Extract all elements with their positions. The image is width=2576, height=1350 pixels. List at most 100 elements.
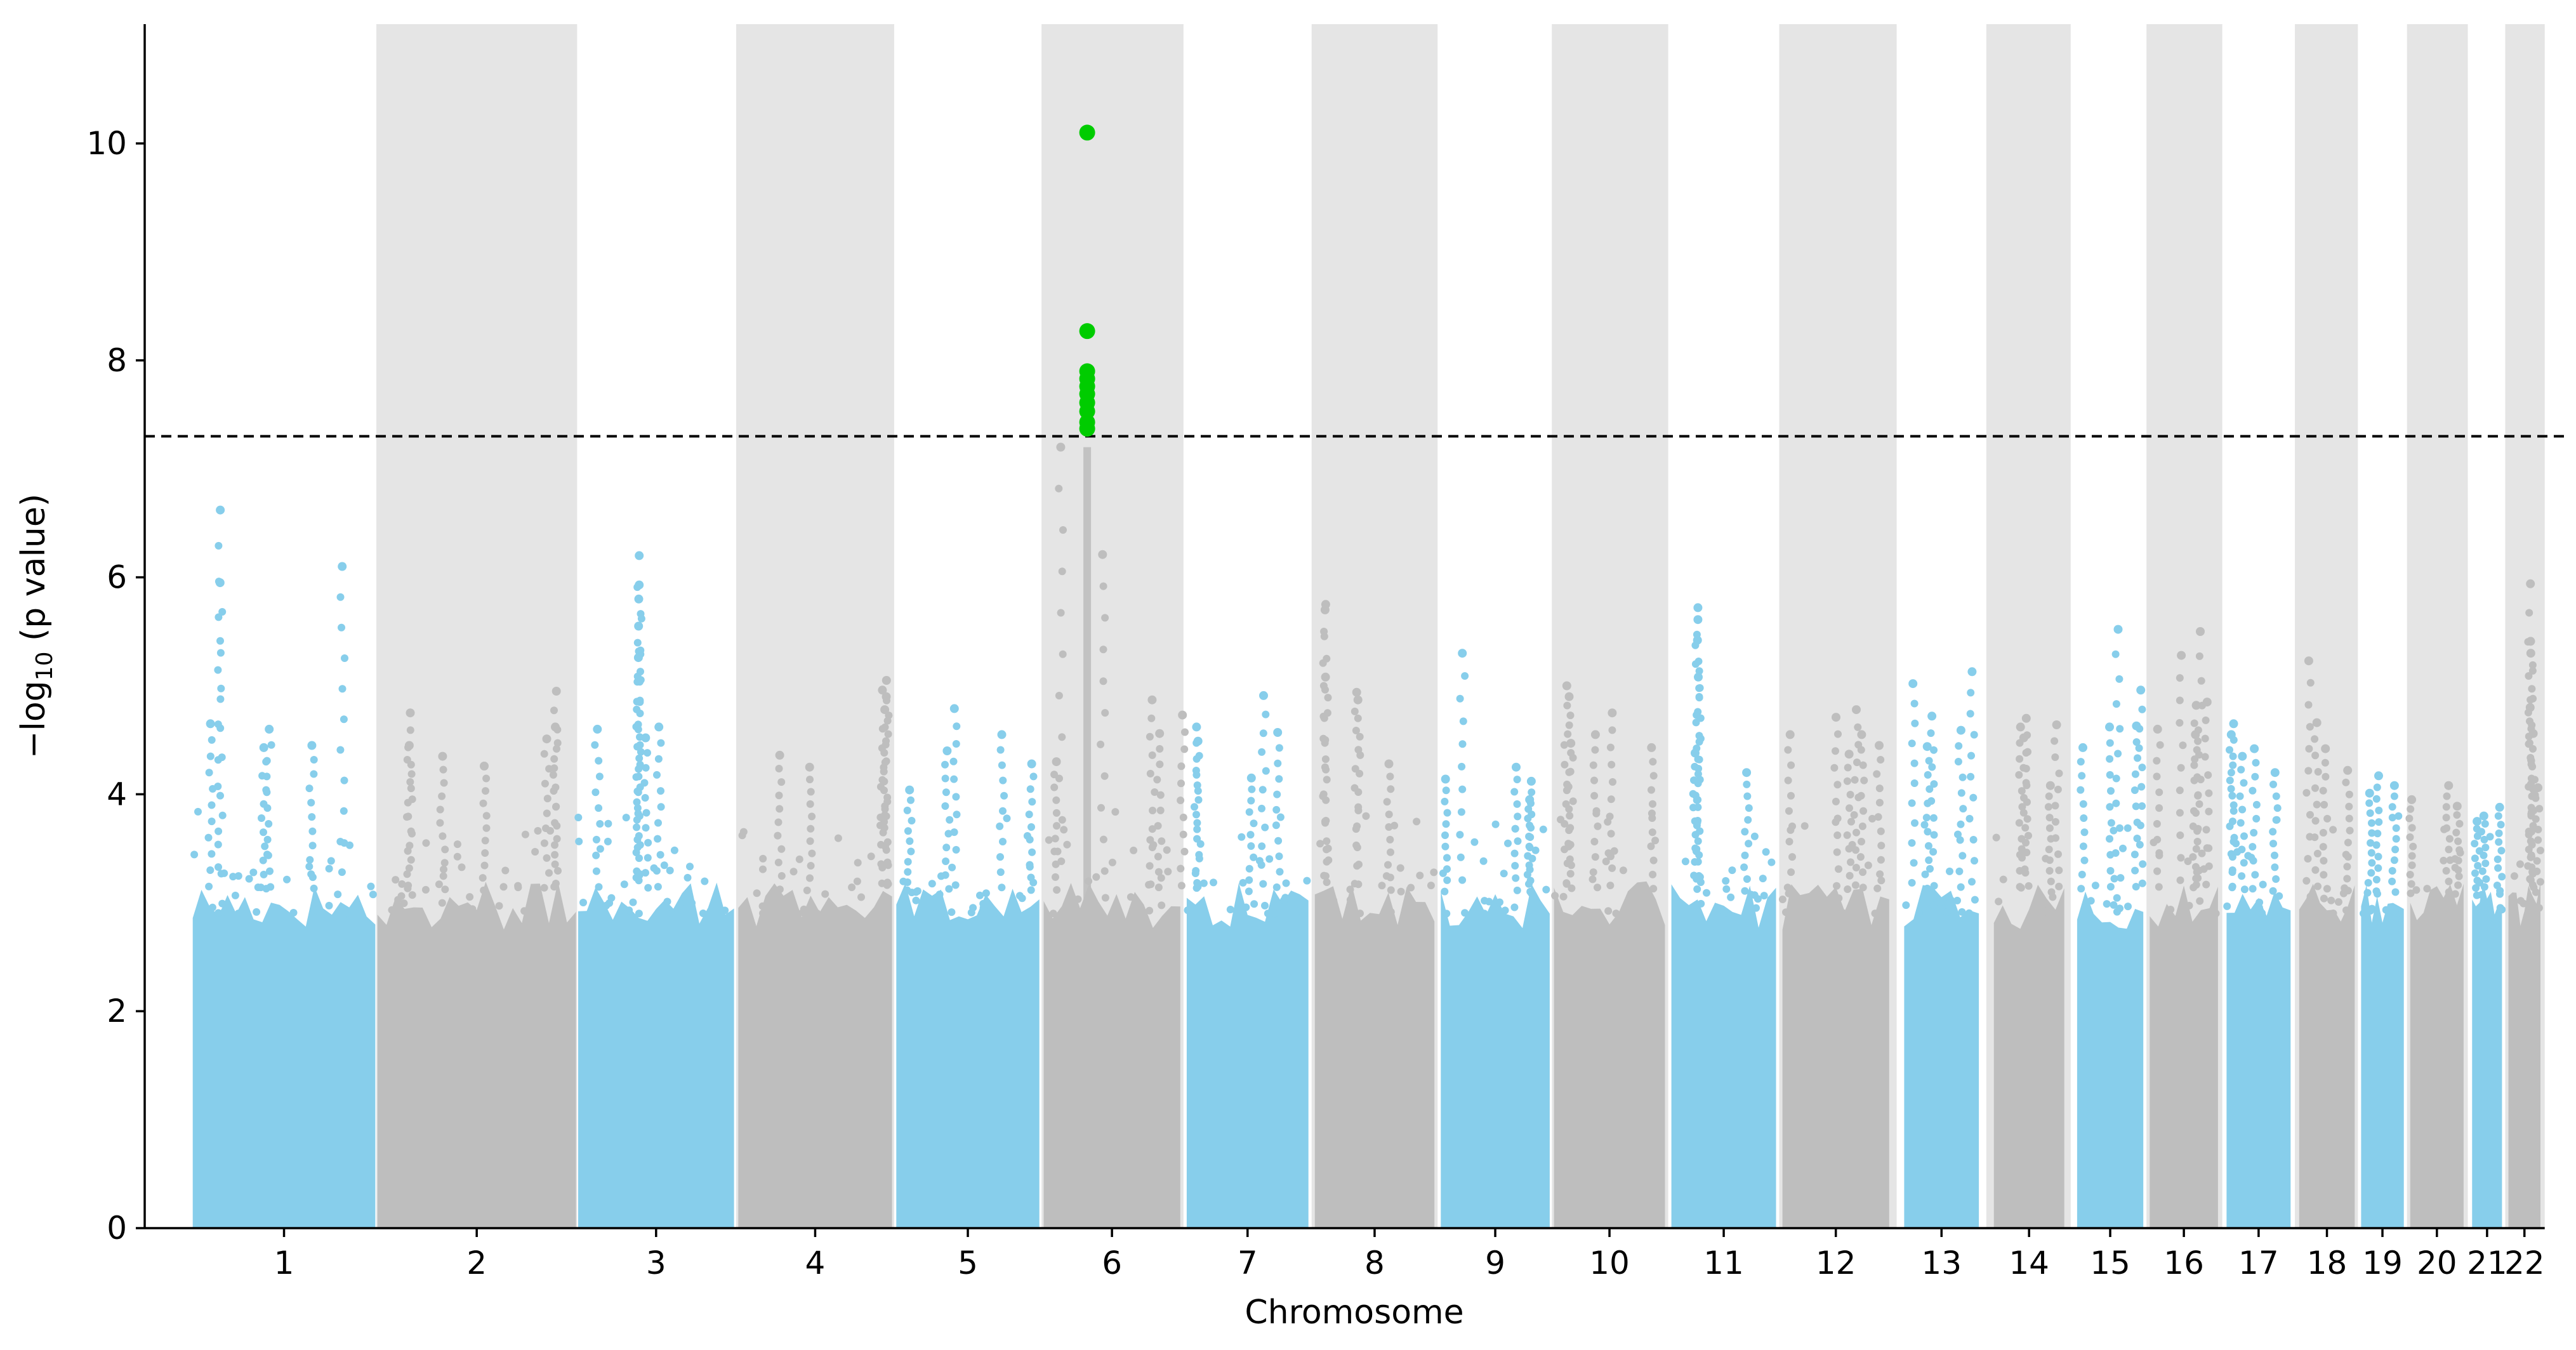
- peak-point-chr16: [2202, 698, 2212, 707]
- peak-column-point-chr15: [2078, 772, 2086, 780]
- peak-column-point-chr16: [2205, 807, 2213, 816]
- scatter-point: [2087, 897, 2095, 905]
- scatter-point: [1470, 838, 1479, 846]
- scatter-point: [1619, 866, 1627, 875]
- scatter-point: [1163, 846, 1171, 854]
- peak-column-point-chr13: [1922, 814, 1931, 822]
- peak-column-point-chr2: [551, 819, 559, 827]
- peak-column-point-chr5: [908, 889, 916, 897]
- peak-point-chr10: [1590, 730, 1600, 739]
- peak-column-point-chr12: [1844, 764, 1852, 772]
- peak-column-point-chr6: [1100, 867, 1109, 875]
- scatter-point: [1971, 896, 1979, 904]
- scatter-point: [2110, 826, 2118, 835]
- peak-column-point-chr11: [1694, 837, 1702, 845]
- scatter-point: [2258, 909, 2266, 917]
- peak-column-point-chr12: [1873, 884, 1882, 892]
- peak-column-point-chr17: [2269, 780, 2277, 788]
- scatter-point: [1856, 905, 1865, 913]
- scatter-point: [499, 883, 508, 891]
- scatter-point: [979, 899, 987, 908]
- peak-point-chr3: [635, 551, 644, 560]
- peak-column-point-chr21: [2475, 847, 2483, 855]
- peak-column-point-chr9: [1459, 717, 1467, 725]
- scatter-point: [466, 910, 474, 918]
- peak-column-point-chr7: [1259, 880, 1267, 888]
- peak-column-point-chr13: [1928, 763, 1936, 771]
- peak-column-point-chr15: [2077, 885, 2085, 893]
- peak-column-point-chr6: [1058, 567, 1066, 576]
- peak-column-point-chr2: [553, 739, 562, 747]
- peak-point-chr1: [265, 724, 274, 734]
- scatter-point: [2486, 833, 2494, 841]
- peak-column-point-chr3: [634, 720, 642, 729]
- peak-point-chr2: [480, 762, 489, 771]
- peak-column-point-chr15: [2077, 758, 2085, 766]
- peak-column-point-chr11: [1689, 804, 1697, 812]
- scatter-point: [534, 827, 542, 835]
- peak-point-chr11: [1693, 635, 1702, 645]
- x-tick-label-chr14: 14: [2009, 1245, 2049, 1281]
- peak-column-point-chr4: [882, 846, 890, 854]
- peak-column-point-chr13: [1966, 710, 1974, 718]
- peak-column-point-chr17: [2238, 805, 2247, 814]
- scatter-point: [1539, 825, 1547, 833]
- peak-column-point-chr13: [1968, 878, 1976, 886]
- scatter-point: [1184, 906, 1192, 915]
- peak-point-chr22: [2526, 637, 2535, 646]
- peak-column-point-chr8: [1321, 872, 1330, 880]
- peak-column-point-chr12: [1859, 883, 1867, 892]
- x-tick-label-chr19: 19: [2362, 1245, 2403, 1281]
- peak-point-chr15: [2136, 685, 2146, 695]
- peak-point-chr9: [1512, 762, 1521, 772]
- peak-column-point-chr13: [1967, 772, 1975, 781]
- peak-column-point-chr10: [1592, 807, 1601, 815]
- scatter-point: [682, 898, 690, 906]
- peak-column-point-chr16: [2155, 788, 2163, 797]
- peak-column-point-chr7: [1257, 861, 1265, 869]
- peak-column-point-chr5: [1029, 772, 1038, 781]
- peak-column-point-chr17: [2238, 845, 2246, 854]
- peak-column-point-chr9: [1458, 876, 1467, 884]
- peak-column-point-chr2: [404, 798, 412, 807]
- scatter-point: [340, 909, 348, 917]
- peak-column-point-chr16: [2176, 831, 2184, 839]
- peak-column-point-chr11: [1696, 878, 1705, 886]
- peak-column-point-chr6: [1099, 835, 1107, 844]
- peak-column-point-chr1: [216, 724, 225, 732]
- peak-column-point-chr3: [632, 849, 640, 857]
- peak-column-point-chr12: [1787, 868, 1795, 877]
- peak-column-point-chr4: [807, 824, 815, 833]
- peak-column-point-chr22: [2535, 805, 2544, 813]
- scatter-point: [421, 885, 430, 894]
- scatter-point: [873, 909, 881, 917]
- peak-column-point-chr5: [951, 881, 960, 889]
- scatter-point: [1999, 875, 2007, 883]
- peak-point-chr16: [2177, 651, 2186, 660]
- peak-column-point-chr10: [1563, 701, 1571, 710]
- scatter-point: [1992, 833, 2000, 842]
- scatter-point: [440, 865, 447, 873]
- scatter-point: [602, 901, 611, 910]
- peak-column-point-chr21: [2496, 890, 2504, 898]
- peak-column-point-chr21: [2493, 882, 2501, 889]
- peak-point-chr5: [1027, 759, 1036, 769]
- scatter-point: [1479, 857, 1488, 865]
- peak-column-point-chr15: [2130, 786, 2139, 794]
- peak-column-point-chr12: [1877, 842, 1886, 850]
- peak-column-point-chr1: [307, 798, 315, 807]
- scatter-point: [1727, 893, 1735, 901]
- peak-column-point-chr1: [217, 870, 225, 878]
- peak-column-point-chr12: [1846, 871, 1854, 880]
- peak-column-point-chr4: [879, 828, 887, 837]
- peak-column-point-chr16: [2176, 718, 2184, 727]
- peak-column-point-chr10: [1569, 753, 1577, 762]
- scatter-point: [448, 908, 456, 917]
- peak-column-point-chr3: [635, 854, 643, 863]
- peak-column-point-chr20: [2405, 814, 2414, 823]
- peak-column-point-chr7: [1193, 825, 1201, 833]
- peak-column-point-chr13: [1929, 848, 1938, 856]
- peak-column-point-chr12: [1874, 813, 1882, 821]
- peak-column-point-chr4: [880, 767, 888, 776]
- peak-column-point-chr21: [2472, 884, 2480, 892]
